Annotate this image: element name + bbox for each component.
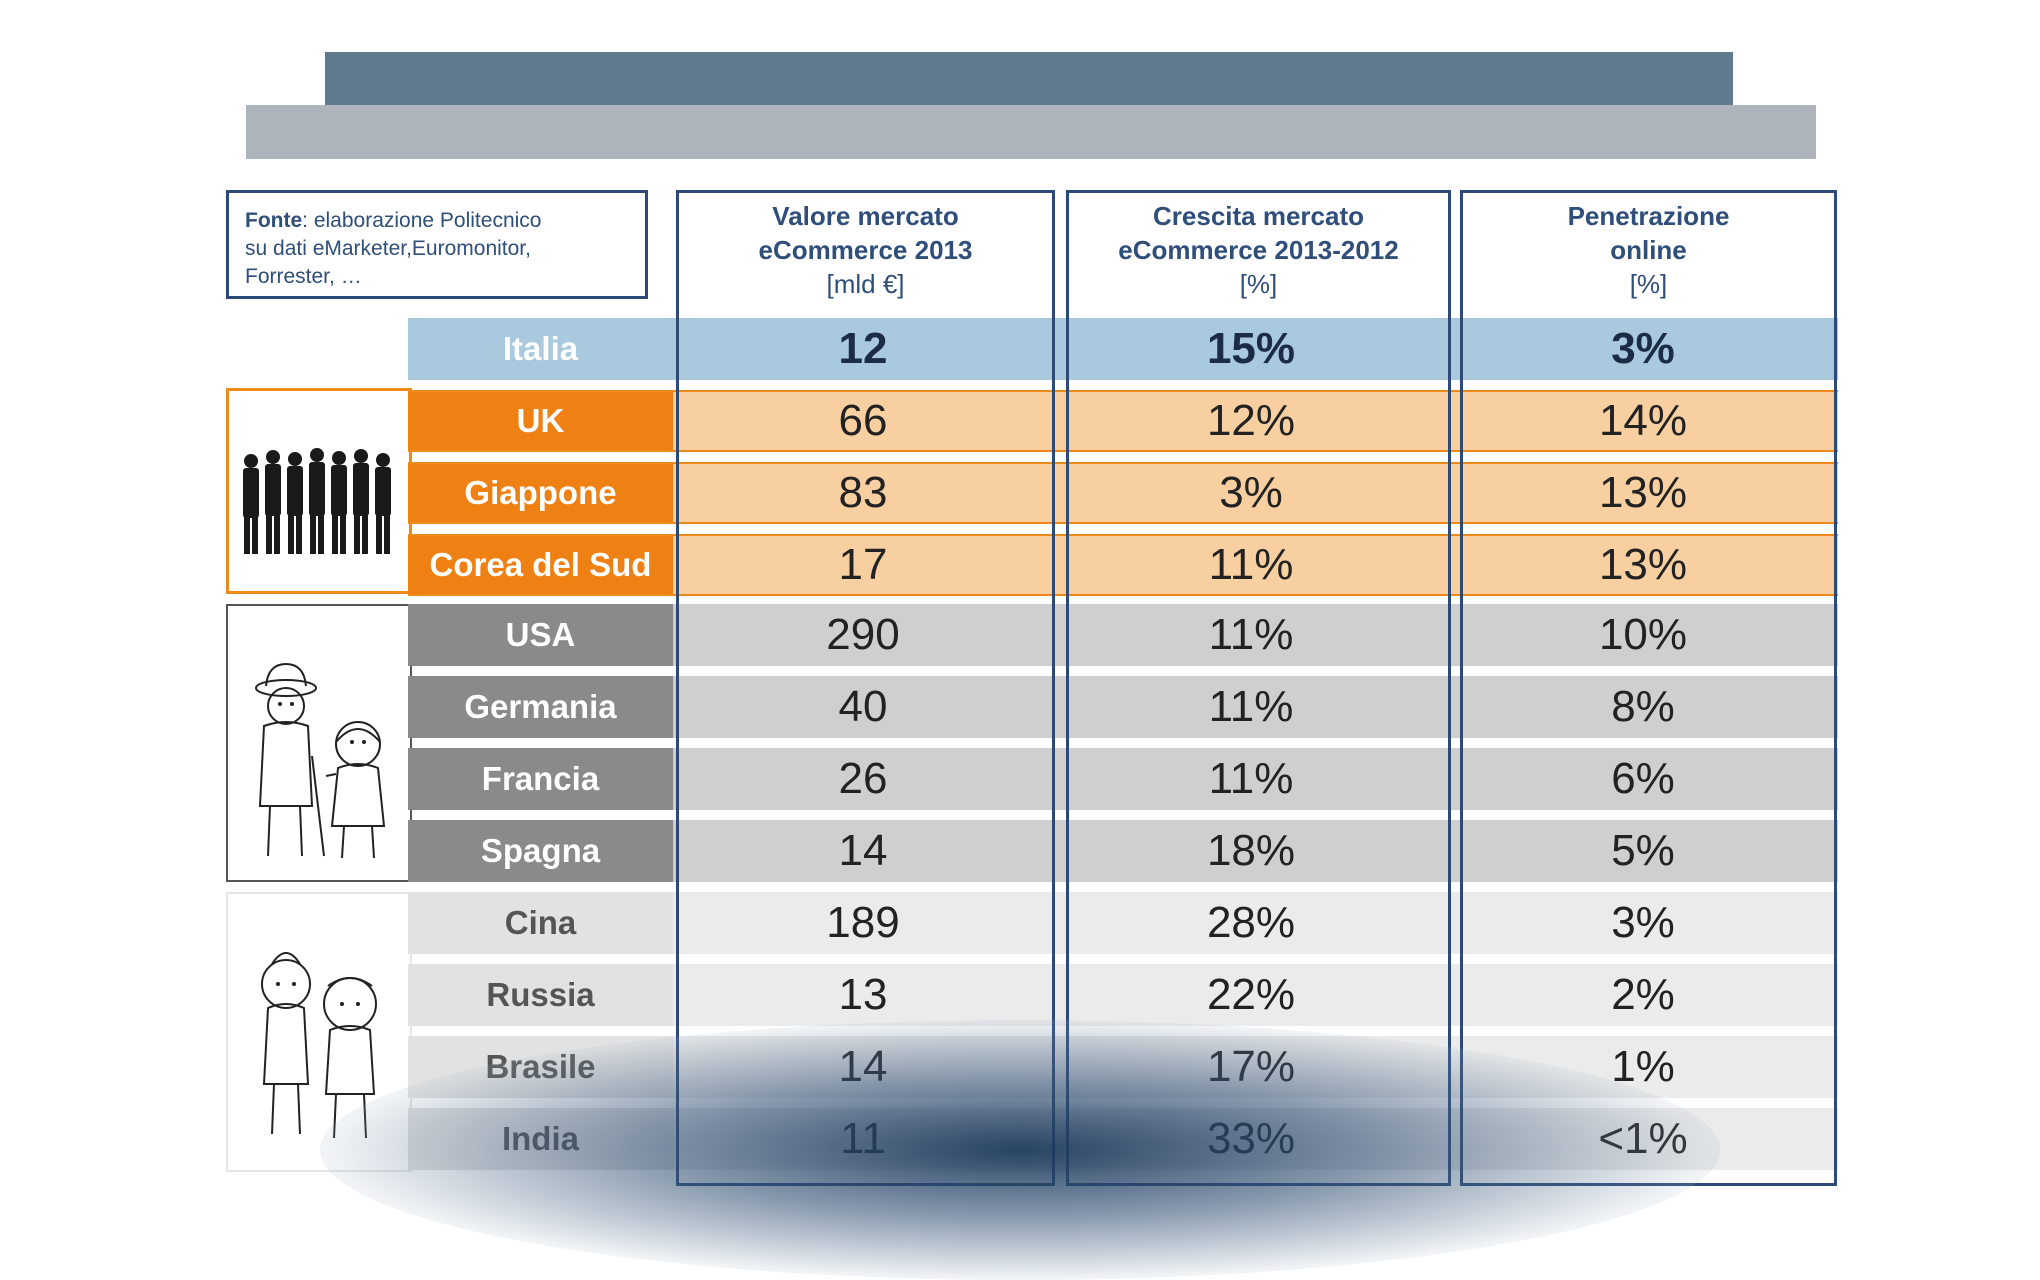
crescita-cell: 11%: [1208, 540, 1294, 589]
crescita-cell: 22%: [1206, 970, 1296, 1019]
penetrazione-cell: 2%: [1611, 970, 1675, 1019]
country-label: Corea del Sud: [408, 536, 673, 594]
penetrazione-cell: 3%: [1611, 324, 1675, 373]
group-frame-grey: [226, 604, 412, 882]
valore-cell: 26: [838, 754, 888, 803]
table-row: Italia 12 15% 3%: [408, 318, 1838, 380]
valore-cell: 290: [826, 610, 900, 659]
businessmen-group-icon: [243, 448, 391, 554]
subheader-band: [246, 105, 1816, 159]
country-label: Russia: [408, 964, 673, 1026]
crescita-cell: 11%: [1208, 610, 1294, 659]
crescita-cell: 3%: [1219, 468, 1283, 517]
crescita-cell: 12%: [1206, 396, 1296, 445]
column-header-unit: [%]: [1629, 269, 1668, 299]
country-label: Francia: [408, 748, 673, 810]
table-row: Cina 189 28% 3%: [408, 892, 1838, 954]
crescita-cell: 28%: [1206, 898, 1296, 947]
valore-cell: 66: [838, 396, 888, 445]
table-row: Giappone 83 3% 13%: [408, 462, 1838, 524]
valore-cell: 83: [838, 468, 888, 517]
crescita-cell: 15%: [1206, 324, 1296, 373]
country-label: Italia: [408, 318, 673, 380]
table-row: Russia 13 22% 2%: [408, 964, 1838, 1026]
table-row: USA 290 11% 10%: [408, 604, 1838, 666]
column-header-line1: Penetrazione: [1567, 201, 1730, 231]
source-label: Fonte: [245, 209, 303, 232]
column-header-penetrazione: Penetrazione online [%]: [1460, 194, 1837, 306]
valore-cell: 14: [838, 826, 888, 875]
table-row: Corea del Sud 17 11% 13%: [408, 534, 1838, 596]
penetrazione-cell: 3%: [1611, 898, 1675, 947]
column-header-valore: Valore mercato eCommerce 2013 [mld €]: [676, 194, 1055, 306]
country-label: Giappone: [408, 464, 673, 522]
table-row: UK 66 12% 14%: [408, 390, 1838, 452]
column-header-unit: [mld €]: [826, 269, 905, 299]
column-header-line1: Crescita mercato: [1153, 201, 1364, 231]
valore-cell: 40: [838, 682, 888, 731]
penetrazione-cell: 13%: [1598, 468, 1688, 517]
source-text-1: : elaborazione Politecnico: [302, 209, 542, 232]
header-band: [325, 52, 1733, 105]
penetrazione-cell: 14%: [1598, 396, 1688, 445]
column-header-crescita: Crescita mercato eCommerce 2013-2012 [%]: [1066, 194, 1451, 306]
group-frame-orange: [226, 388, 412, 594]
crescita-cell: 11%: [1208, 682, 1294, 731]
elderly-couple-icon: [255, 662, 386, 859]
valore-cell: 12: [838, 324, 888, 373]
penetrazione-cell: 8%: [1611, 682, 1675, 731]
penetrazione-cell: 6%: [1611, 754, 1675, 803]
column-header-unit: [%]: [1239, 269, 1278, 299]
source-text-3: Forrester, …: [245, 265, 362, 288]
column-header-line2: online: [1610, 235, 1687, 265]
column-header-line2: eCommerce 2013: [758, 235, 973, 265]
source-note: Fonte: elaborazione Politecnico su dati …: [226, 190, 648, 299]
crescita-cell: 18%: [1206, 826, 1296, 875]
crescita-cell: 11%: [1208, 754, 1294, 803]
penetrazione-cell: 5%: [1611, 826, 1675, 875]
penetrazione-cell: 10%: [1598, 610, 1688, 659]
country-label: Spagna: [408, 820, 673, 882]
column-border-3: [1460, 190, 1837, 1186]
table-row: Spagna 14 18% 5%: [408, 820, 1838, 882]
valore-cell: 17: [838, 540, 888, 589]
table-row: Germania 40 11% 8%: [408, 676, 1838, 738]
country-label: Germania: [408, 676, 673, 738]
valore-cell: 13: [838, 970, 888, 1019]
source-text-2: su dati eMarketer,Euromonitor,: [245, 237, 531, 260]
column-header-line2: eCommerce 2013-2012: [1118, 235, 1399, 265]
decorative-glow: [320, 1020, 1720, 1280]
table-row: Francia 26 11% 6%: [408, 748, 1838, 810]
country-label: USA: [408, 604, 673, 666]
valore-cell: 189: [826, 898, 900, 947]
penetrazione-cell: 13%: [1598, 540, 1688, 589]
column-header-line1: Valore mercato: [772, 201, 959, 231]
country-label: UK: [408, 392, 673, 450]
country-label: Cina: [408, 892, 673, 954]
